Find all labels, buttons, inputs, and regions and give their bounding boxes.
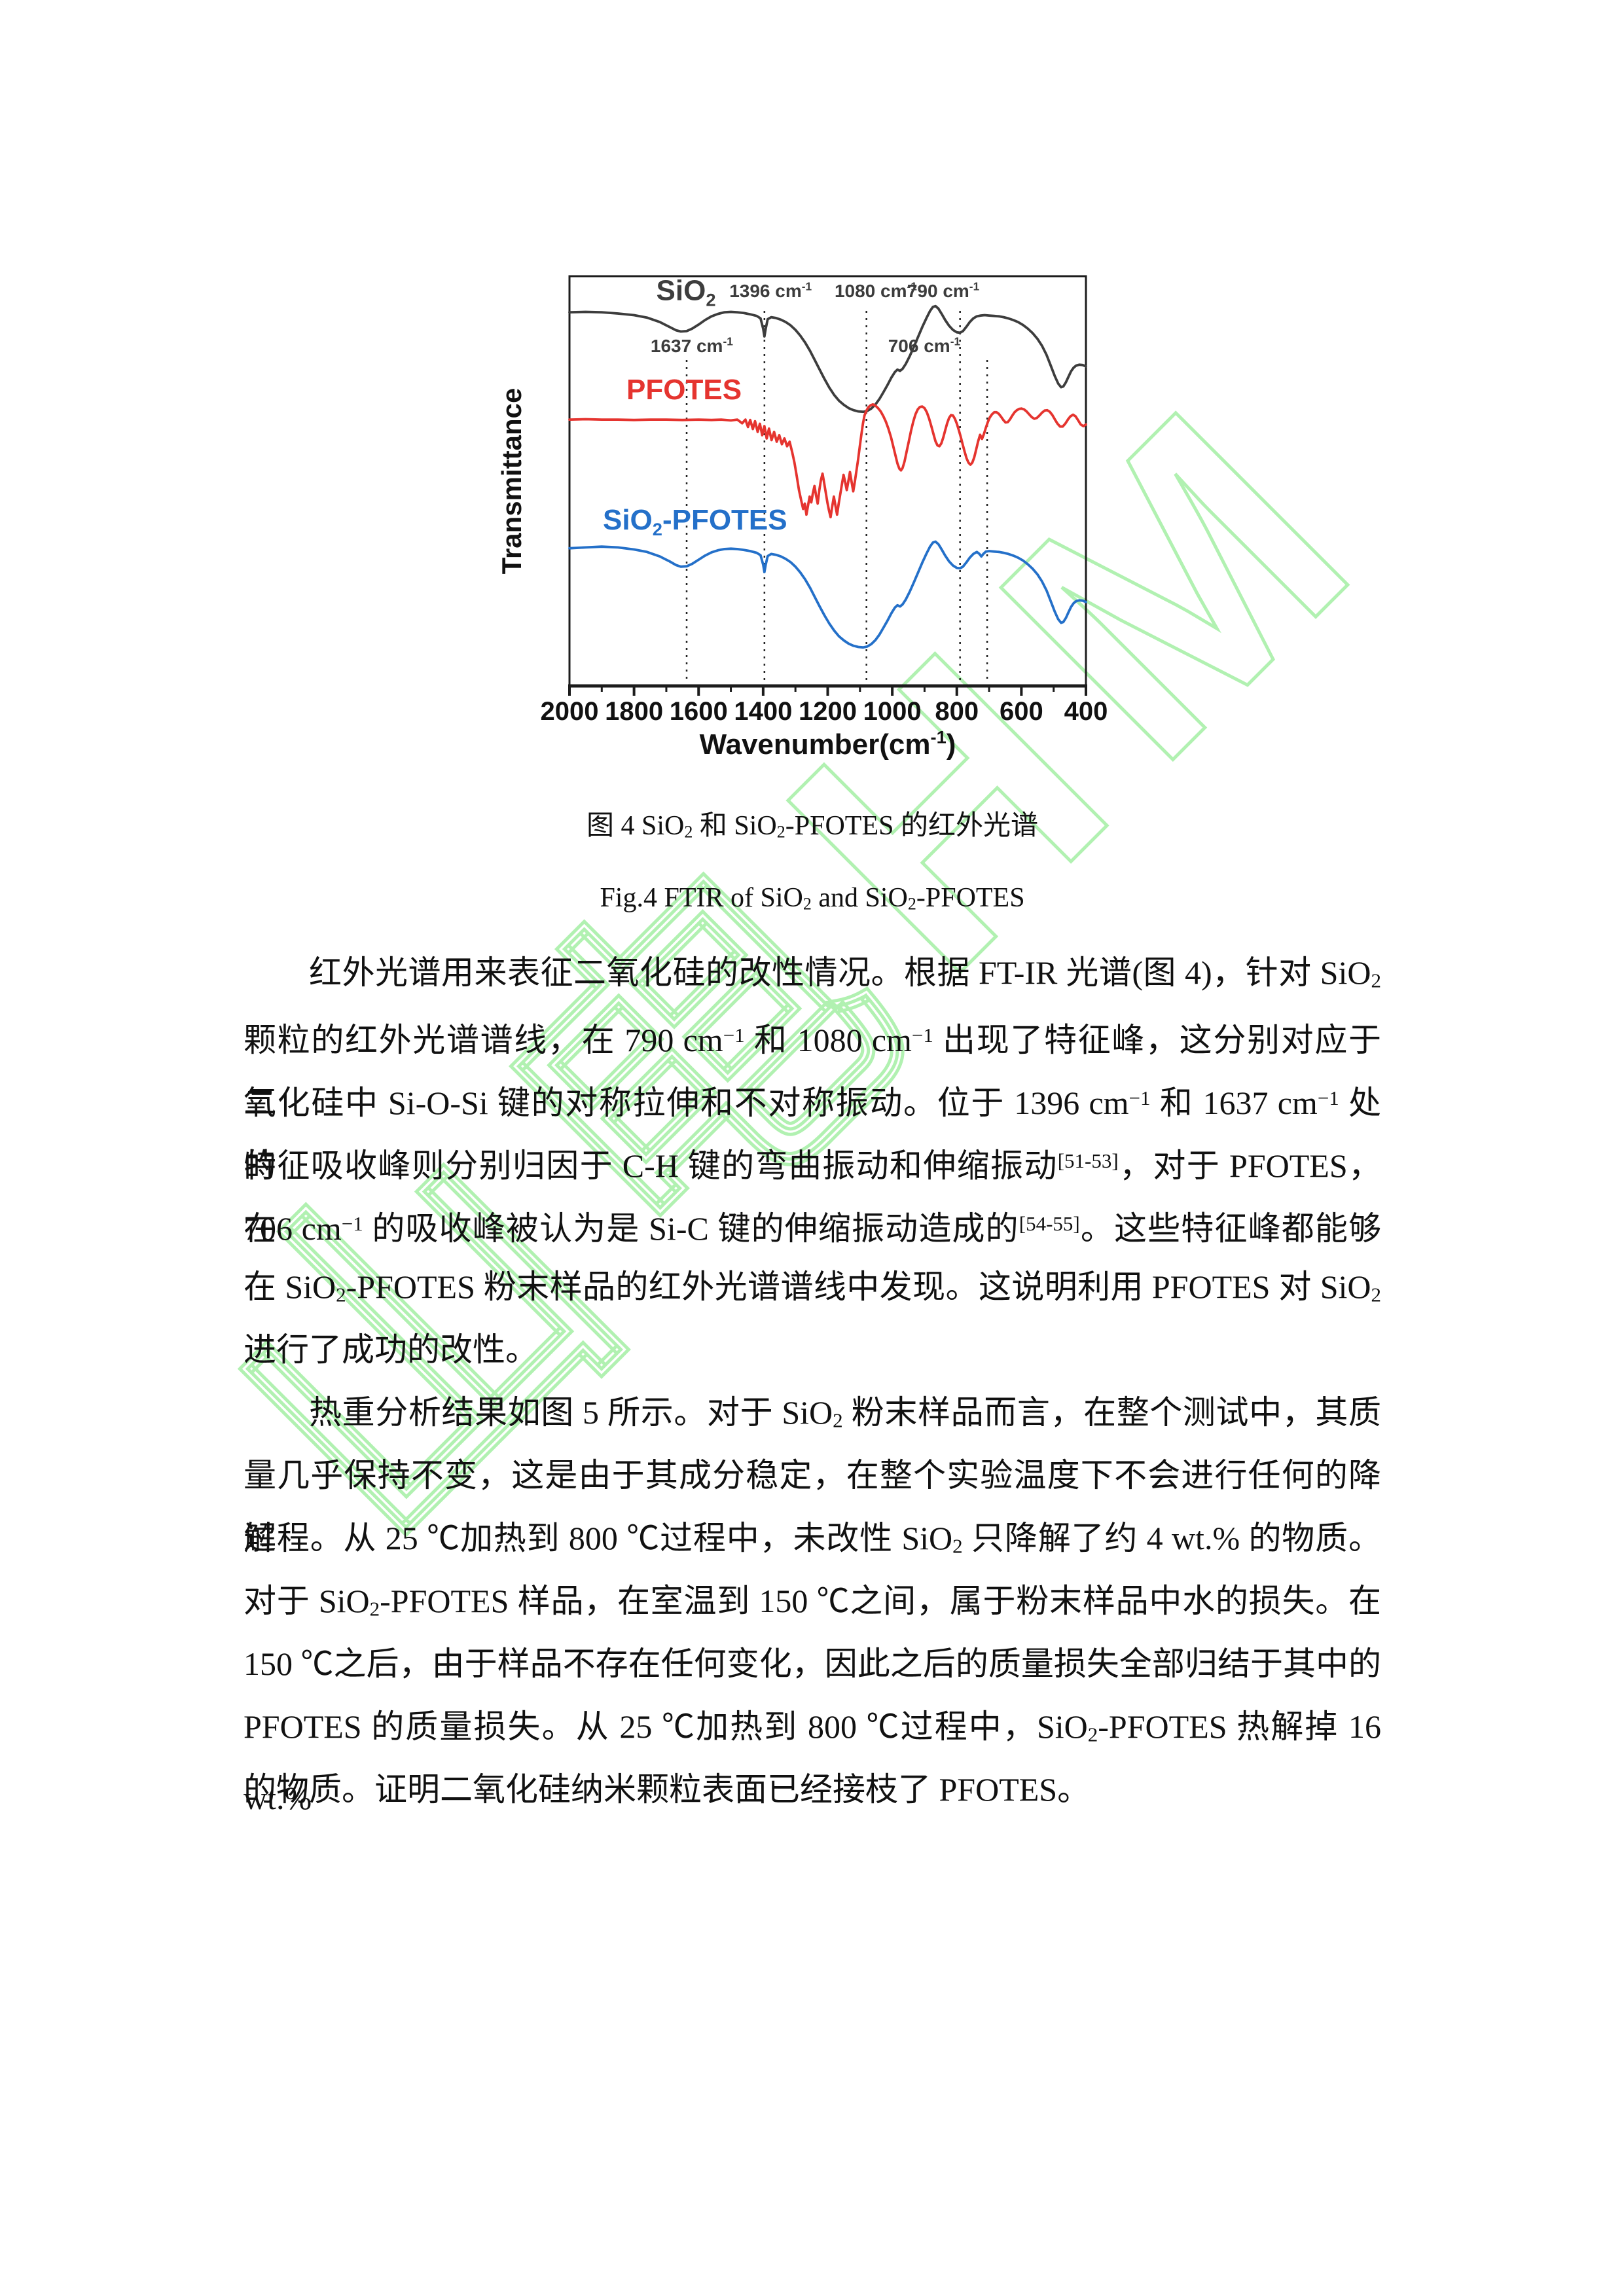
- svg-text:SiO2: SiO2: [657, 275, 716, 310]
- text-line: 氧化硅中 Si-O-Si 键的对称拉伸和不对称振动。位于 1396 cm−1 和…: [244, 1084, 1381, 1184]
- svg-text:Wavenumber(cm-1): Wavenumber(cm-1): [700, 726, 956, 761]
- svg-text:1396 cm-1: 1396 cm-1: [729, 279, 812, 301]
- text-line: 在 SiO2-PFOTES 粉末样品的红外光谱谱线中发现。这说明利用 PFOTE…: [244, 1268, 1381, 1306]
- svg-text:600: 600: [1000, 697, 1043, 726]
- text-line: 颗粒的红外光谱谱线，在 790 cm−1 和 1080 cm−1 出现了特征峰，…: [244, 1021, 1381, 1121]
- svg-text:1200: 1200: [799, 697, 857, 726]
- svg-text:400: 400: [1064, 697, 1108, 726]
- text-line: 进行了成功的改性。: [244, 1331, 538, 1368]
- svg-text:790 cm-1: 790 cm-1: [907, 279, 980, 301]
- text-line: 特征吸收峰则分别归因于 C-H 键的弯曲振动和伸缩振动[51-53]，对于 PF…: [244, 1147, 1381, 1247]
- figure-caption-en: Fig.4 FTIR of SiO2 and SiO2-PFOTES: [600, 883, 1025, 914]
- text-line: 热重分析结果如图 5 所示。对于 SiO2 粉末样品而言，在整个测试中，其质: [309, 1394, 1381, 1432]
- svg-text:1600: 1600: [670, 697, 728, 726]
- svg-text:PFOTES: PFOTES: [626, 374, 742, 406]
- text-line: 过程。从 25 ℃加热到 800 ℃过程中，未改性 SiO2 只降解了约 4 w…: [244, 1520, 1381, 1558]
- text-line: 706 cm−1 的吸收峰被认为是 Si-C 键的伸缩振动造成的[54-55]。…: [244, 1210, 1382, 1247]
- svg-text:SiO2-PFOTES: SiO2-PFOTES: [603, 504, 787, 539]
- svg-text:1637 cm-1: 1637 cm-1: [651, 334, 733, 356]
- text-line: 量几乎保持不变，这是由于其成分稳定，在整个实验温度下不会进行任何的降解: [244, 1457, 1381, 1556]
- svg-text:1800: 1800: [605, 697, 663, 726]
- body-text: 红外光谱用来表征二氧化硅的改性情况。根据 FT-IR 光谱(图 4)，针对 Si…: [244, 941, 1381, 1821]
- svg-text:Transmittance: Transmittance: [497, 388, 527, 575]
- text-line: 的物质。证明二氧化硅纳米颗粒表面已经接枝了 PFOTES。: [244, 1771, 1091, 1808]
- ftir-chart: 2000 1800 1600 1400 1200 1000 800 600 400 1637 cm…: [496, 275, 1108, 761]
- text-line: 对于 SiO2-PFOTES 样品，在室温到 150 ℃之间，属于粉末样品中水的…: [244, 1583, 1382, 1621]
- text-line: 红外光谱用来表征二氧化硅的改性情况。根据 FT-IR 光谱(图 4)，针对 Si…: [309, 954, 1381, 992]
- ftir-figure: 2000 1800 1600 1400 1200 1000 800 600 400 1637 cm…: [496, 262, 1126, 779]
- figure-caption-zh: 图 4 SiO2 和 SiO2-PFOTES 的红外光谱: [586, 811, 1038, 842]
- text-line: PFOTES 的质量损失。从 25 ℃加热到 800 ℃过程中，SiO2-PFO…: [244, 1708, 1381, 1816]
- svg-text:2000: 2000: [541, 697, 599, 726]
- svg-text:1000: 1000: [863, 697, 922, 726]
- svg-text:1400: 1400: [734, 697, 792, 726]
- text-line: 150 ℃之后，由于样品不存在任何变化，因此之后的质量损失全部归结于其中的: [244, 1645, 1381, 1682]
- svg-text:800: 800: [935, 697, 979, 726]
- svg-text:706 cm-1: 706 cm-1: [888, 334, 961, 356]
- svg-text:1080 cm-1: 1080 cm-1: [835, 279, 917, 301]
